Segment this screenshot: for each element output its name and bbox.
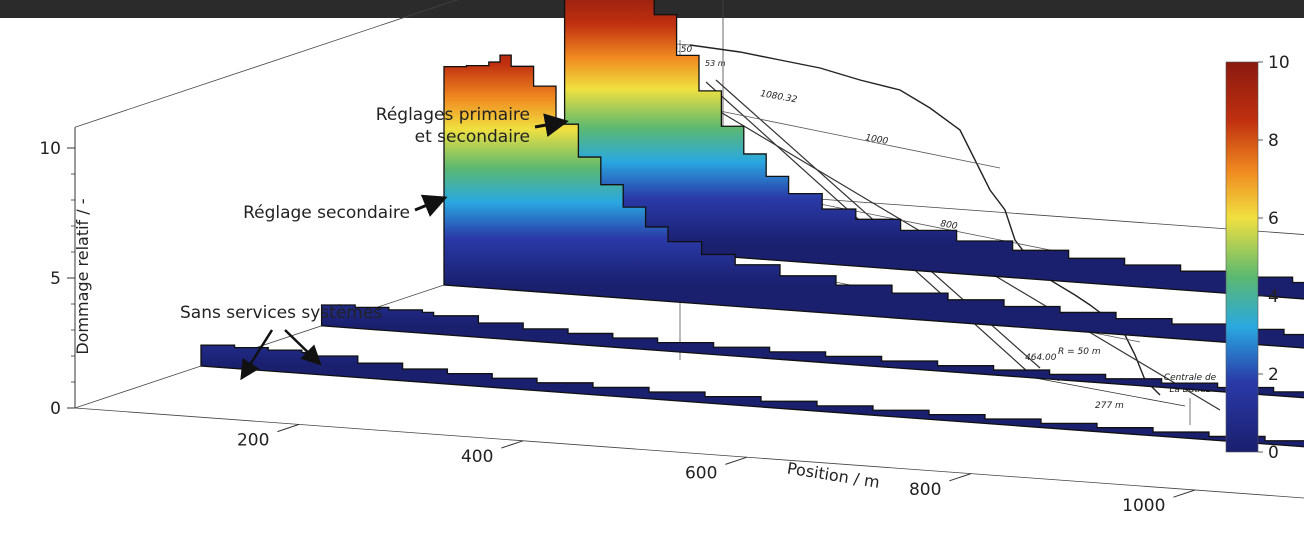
series-group	[200, 0, 1304, 448]
inset-label: 800	[939, 219, 958, 232]
colorbar-tick-label: 8	[1268, 131, 1279, 151]
y-axis-label: Dommage relatif / -	[73, 198, 92, 354]
colorbar-gradient	[1225, 61, 1259, 453]
inset-label: 1080.32	[759, 89, 798, 105]
y-tick-label: 10	[39, 139, 61, 159]
annotation-arrow	[240, 329, 274, 381]
x-tick	[949, 473, 972, 482]
annotation-label: Réglage secondaire	[243, 203, 410, 223]
colorbar-tick-label: 2	[1268, 365, 1279, 385]
x-tick-label: 800	[909, 480, 941, 500]
contour-line	[714, 109, 1001, 169]
back-edge	[74, 0, 458, 128]
inset-label: 53 m	[705, 59, 726, 68]
annotation-label: et secondaire	[415, 127, 530, 147]
x-axis-line	[74, 407, 1304, 499]
annotation-arrow	[284, 329, 322, 366]
labels-group: 0 5 10 Dommage relatif / - 200 400 600 800 1000 1…	[39, 105, 1165, 516]
inset-label: Centrale de	[1164, 373, 1217, 383]
inset-label: R = 50 m	[1058, 347, 1101, 357]
y-tick-label: 5	[50, 269, 61, 289]
annotation-arrow	[534, 113, 569, 137]
inset-label: 1000	[864, 133, 889, 147]
annotation-label: Sans services systèmes	[180, 303, 382, 323]
colorbar-tick-label: 0	[1268, 443, 1279, 463]
colorbar-tick-label: 10	[1268, 53, 1290, 73]
dimension-line	[1034, 377, 1186, 407]
colorbar: 0 2 4 6 8 10	[1225, 53, 1290, 463]
annotation-label: Réglages primaire	[376, 105, 530, 125]
x-tick	[1173, 489, 1196, 498]
back-bottom-edge	[722, 191, 1304, 235]
colorbar-tick-label: 4	[1268, 287, 1279, 307]
x-tick	[277, 423, 300, 433]
x-tick	[501, 440, 524, 449]
series-area-cas-c	[443, 54, 1304, 349]
x-tick-label: 600	[685, 463, 717, 483]
series-area-cas-a	[200, 344, 1304, 448]
y-tick-label: 0	[50, 399, 61, 419]
x-tick-label: 200	[237, 431, 269, 451]
series-area-cas-d	[563, 0, 1304, 300]
inset-label: 277 m	[1095, 401, 1124, 411]
x-tick-label: 400	[461, 447, 493, 467]
inset-label: 464.00	[1025, 353, 1057, 363]
series-area-cas-b	[320, 304, 1304, 399]
colorbar-tick-label: 6	[1268, 209, 1279, 229]
annotation-arrow	[414, 194, 448, 217]
x-tick-label: 1000	[1122, 496, 1165, 516]
x-tick	[725, 456, 748, 465]
